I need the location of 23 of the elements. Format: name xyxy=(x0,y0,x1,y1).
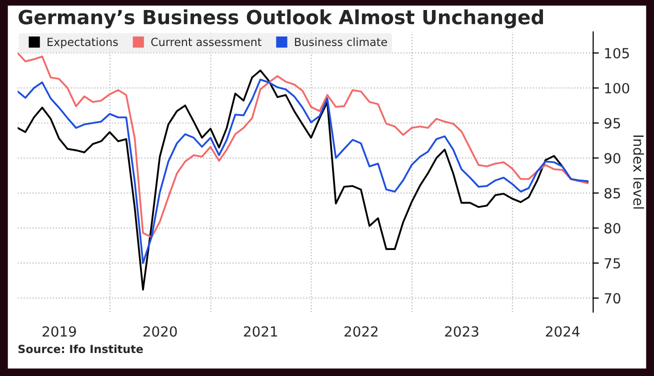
y-axis-title: Index level xyxy=(633,136,644,209)
y-tick-label: 85 xyxy=(604,188,620,199)
x-tick-label: 2024 xyxy=(546,326,580,337)
legend-label: Expectations xyxy=(48,38,118,48)
line-series xyxy=(18,78,589,264)
x-tick-label: 2021 xyxy=(244,326,278,337)
source-note: Source: Ifo Institute xyxy=(18,344,143,354)
x-tick-label: 2022 xyxy=(344,326,378,337)
x-tick-label: 2020 xyxy=(143,326,177,337)
legend-label: Current assessment xyxy=(151,38,262,46)
y-tick-label: 90 xyxy=(604,152,620,164)
y-tick-label: 75 xyxy=(604,258,620,269)
y-tick-label: 105 xyxy=(605,48,629,58)
line-series xyxy=(18,52,589,238)
y-tick-label: 95 xyxy=(604,118,620,128)
legend-label: Business climate xyxy=(295,38,387,46)
y-tick-label: 100 xyxy=(605,82,630,94)
line-series xyxy=(18,70,589,291)
x-tick-label: 2019 xyxy=(42,326,76,337)
chart-title: Germany’s Business Outlook Almost Unchanged xyxy=(18,9,543,28)
y-tick-label: 80 xyxy=(604,223,620,234)
y-tick-label: 70 xyxy=(604,293,620,304)
x-tick-label: 2023 xyxy=(445,326,478,337)
